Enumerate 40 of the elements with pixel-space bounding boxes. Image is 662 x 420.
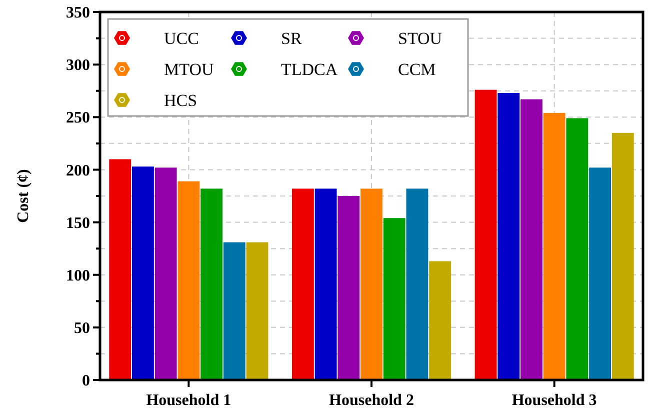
bar [178, 181, 200, 380]
bar [406, 188, 428, 380]
bar [246, 242, 268, 380]
bar [154, 168, 177, 380]
y-tick-label: 50 [74, 320, 90, 338]
bar [612, 132, 634, 380]
bar [360, 188, 382, 380]
y-tick-label: 100 [66, 267, 90, 284]
bar [429, 261, 452, 380]
bar [132, 166, 154, 380]
bar [543, 112, 566, 380]
x-tick-label: Household 3 [512, 392, 597, 409]
bar [498, 92, 520, 380]
legend-label: MTOU [164, 60, 214, 79]
legend-label: STOU [398, 28, 442, 48]
bar [338, 196, 360, 380]
bar [292, 188, 314, 380]
bar [589, 168, 612, 380]
y-axis-title: Cost (¢) [15, 169, 32, 223]
bar [223, 242, 246, 380]
bar [200, 188, 222, 380]
y-tick-label: 350 [66, 4, 90, 22]
y-tick-label: 200 [66, 162, 90, 180]
bar [520, 99, 542, 380]
legend-label: HCS [164, 90, 198, 110]
legend-label: UCC [164, 28, 199, 48]
y-tick-label: 300 [66, 57, 90, 74]
legend-label: CCM [398, 60, 436, 79]
bar [314, 188, 337, 380]
bar [383, 218, 406, 380]
legend-label: TLDCA [281, 60, 338, 79]
bar [566, 118, 588, 380]
bar [474, 90, 497, 380]
legend-label: SR [281, 28, 302, 48]
y-tick-label: 0 [82, 372, 90, 390]
y-tick-label: 250 [66, 110, 90, 127]
x-tick-label: Household 1 [146, 392, 232, 409]
x-tick-label: Household 2 [329, 392, 414, 409]
bar [109, 159, 132, 380]
y-tick-label: 150 [66, 214, 90, 232]
